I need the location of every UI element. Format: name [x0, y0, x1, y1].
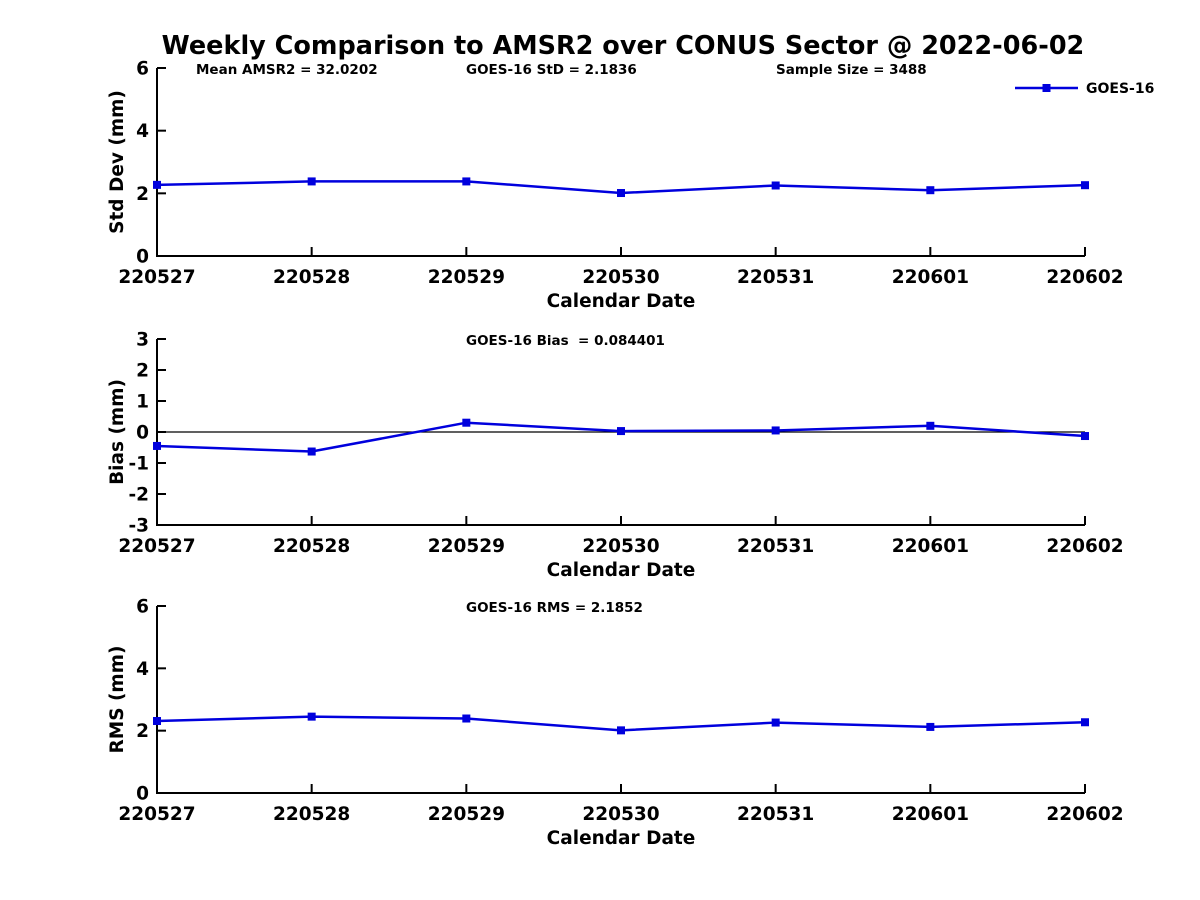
x-tick-label: 220528 — [273, 267, 350, 288]
x-tick-label: 220531 — [737, 804, 814, 825]
x-tick-label: 220530 — [582, 536, 659, 557]
x-tick-label: 220531 — [737, 267, 814, 288]
y-tick-label: -2 — [128, 485, 149, 506]
panel-std-dev: 0 2 4 6 220527 220528 220529 220530 220531 220601… — [107, 59, 1154, 313]
data-point-marker — [926, 186, 935, 195]
figure-title: Weekly Comparison to AMSR2 over CONUS Se… — [162, 31, 1085, 61]
y-axis-label: Bias (mm) — [107, 379, 128, 485]
stat-annotation: GOES-16 Bias = 0.084401 — [466, 333, 665, 349]
y-tick-label: 1 — [136, 392, 149, 413]
x-tick-label: 220602 — [1046, 267, 1123, 288]
data-point-marker — [307, 177, 316, 186]
stat-annotation: GOES-16 RMS = 2.1852 — [466, 600, 643, 616]
x-tick-label: 220602 — [1046, 536, 1123, 557]
data-point-marker — [462, 714, 471, 723]
y-tick-label: -1 — [128, 454, 149, 475]
stat-annotation: Mean AMSR2 = 32.0202 — [196, 62, 378, 78]
data-point-marker — [617, 189, 625, 198]
y-tick-label: 2 — [136, 721, 149, 742]
data-point-marker — [307, 447, 316, 456]
x-tick-label: 220529 — [428, 804, 505, 825]
data-point-marker — [926, 421, 935, 430]
legend: GOES-16 — [1015, 81, 1154, 97]
y-axis-label: RMS (mm) — [107, 646, 128, 754]
data-point-marker — [926, 722, 935, 731]
x-tick-label: 220530 — [582, 267, 659, 288]
y-tick-label: 2 — [136, 361, 149, 382]
data-point-marker — [1081, 181, 1089, 190]
x-tick-label: 220527 — [118, 804, 195, 825]
x-axis-label: Calendar Date — [547, 828, 696, 849]
x-axis-label: Calendar Date — [547, 560, 696, 581]
y-tick-label: 6 — [136, 59, 149, 80]
x-tick-label: 220531 — [737, 536, 814, 557]
panel-rms: 0 2 4 6 220527 220528 220529 220530 220531 220601… — [107, 597, 1124, 850]
legend-marker — [1042, 84, 1051, 92]
y-tick-label: -3 — [128, 516, 149, 537]
data-point-marker — [771, 426, 780, 435]
legend-label: GOES-16 — [1086, 81, 1154, 97]
data-point-marker — [1081, 432, 1089, 441]
x-tick-label: 220528 — [273, 804, 350, 825]
x-tick-label: 220527 — [118, 267, 195, 288]
x-tick-label: 220601 — [892, 267, 969, 288]
x-tick-label: 220529 — [428, 267, 505, 288]
data-point-marker — [153, 180, 161, 189]
data-point-marker — [771, 181, 780, 190]
y-tick-label: 4 — [136, 659, 149, 680]
data-point-marker — [153, 441, 161, 450]
data-point-marker — [153, 717, 161, 726]
x-axis-label: Calendar Date — [547, 291, 696, 312]
data-point-marker — [462, 418, 471, 427]
x-tick-label: 220527 — [118, 536, 195, 557]
x-tick-label: 220528 — [273, 536, 350, 557]
y-tick-label: 0 — [136, 247, 149, 268]
y-tick-label: 0 — [136, 784, 149, 805]
stat-annotation: Sample Size = 3488 — [776, 62, 927, 78]
stat-annotation: GOES-16 StD = 2.1836 — [466, 62, 637, 78]
y-tick-label: 3 — [136, 330, 149, 351]
y-tick-label: 2 — [136, 184, 149, 205]
data-point-marker — [771, 718, 780, 727]
y-tick-label: 4 — [136, 121, 149, 142]
data-point-marker — [307, 712, 316, 721]
y-axis-label: Std Dev (mm) — [107, 90, 128, 234]
data-point-marker — [1081, 718, 1089, 727]
x-tick-label: 220530 — [582, 804, 659, 825]
data-point-marker — [617, 427, 625, 436]
data-point-marker — [462, 177, 471, 186]
y-tick-label: 0 — [136, 423, 149, 444]
x-tick-label: 220601 — [892, 536, 969, 557]
x-tick-label: 220601 — [892, 804, 969, 825]
x-tick-label: 220602 — [1046, 804, 1123, 825]
x-tick-label: 220529 — [428, 536, 505, 557]
y-tick-label: 6 — [136, 597, 149, 618]
data-point-marker — [617, 726, 625, 735]
